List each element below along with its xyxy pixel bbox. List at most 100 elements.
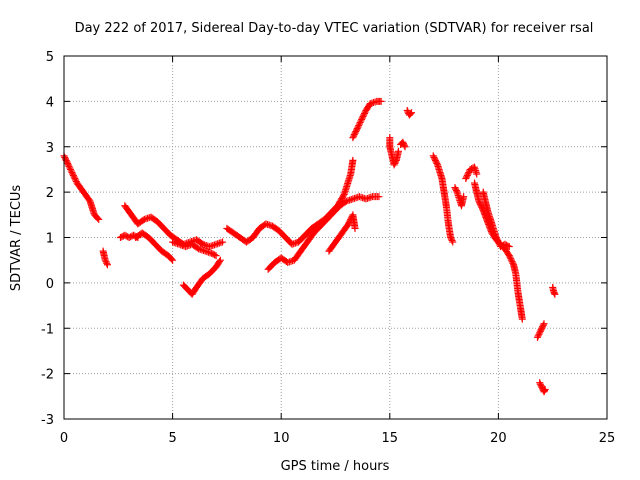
data-point [507, 255, 515, 263]
data-point [219, 238, 227, 246]
data-point [537, 382, 545, 390]
data-point [551, 290, 559, 298]
data-point [448, 237, 456, 245]
data-point [354, 123, 362, 131]
data-point [357, 117, 365, 125]
data-point [473, 170, 481, 178]
data-point [403, 106, 411, 114]
data-point [539, 323, 547, 331]
data-point [390, 161, 398, 169]
data-point [433, 159, 441, 167]
data-point [429, 152, 437, 160]
data-point [67, 165, 75, 173]
data-point [212, 252, 220, 260]
data-point [358, 116, 366, 124]
data-point [451, 184, 459, 192]
data-point [406, 110, 414, 118]
y-tick-label: 3 [46, 141, 54, 156]
data-point [449, 238, 457, 246]
data-point [494, 238, 502, 246]
y-tick-label: -2 [41, 368, 54, 383]
data-point [504, 242, 512, 250]
data-point [401, 143, 409, 151]
data-point [464, 170, 472, 178]
y-tick-label: 1 [46, 232, 54, 247]
data-point [350, 131, 358, 139]
data-point [169, 256, 177, 264]
data-point [539, 321, 547, 329]
data-point [537, 326, 545, 334]
data-point [355, 122, 363, 130]
y-tick-label: 4 [46, 95, 54, 110]
data-point [71, 175, 79, 183]
data-point [360, 111, 368, 119]
data-point [339, 192, 347, 200]
grid-lines [64, 56, 607, 419]
data-point [505, 252, 513, 260]
data-point [536, 327, 544, 335]
y-axis-label: SDTVAR / TECUs [9, 185, 24, 292]
y-tick-label: -1 [41, 322, 54, 337]
data-point [69, 170, 77, 178]
data-point [535, 330, 543, 338]
data-point [352, 126, 360, 134]
y-tick-label: 5 [46, 50, 54, 65]
data-point [536, 380, 544, 388]
data-point [476, 199, 484, 207]
data-point [432, 158, 440, 166]
axes-ticks: 0 5 10 15 20 25 -3 -2 -1 0 1 2 3 4 5 [41, 50, 615, 446]
data-point [506, 253, 514, 261]
data-point [359, 113, 367, 120]
data-point [534, 332, 542, 340]
data-point [102, 258, 110, 266]
data-point [507, 256, 515, 264]
data-point [452, 187, 460, 195]
data-point [463, 173, 471, 181]
data-point [351, 224, 359, 232]
data-point [492, 234, 500, 241]
data-point [70, 173, 78, 181]
data-point [61, 155, 69, 163]
data-point [377, 97, 385, 105]
data-point [399, 138, 407, 146]
data-point [431, 156, 439, 164]
data-point [355, 120, 363, 128]
data-point [358, 114, 366, 122]
data-point [505, 243, 513, 251]
data-point [94, 214, 102, 222]
data-point [67, 167, 75, 175]
data-point [168, 255, 176, 263]
y-tick-label: 2 [46, 186, 54, 201]
y-tick-label: 0 [46, 277, 54, 292]
data-point [61, 153, 69, 161]
data-point [465, 168, 473, 176]
data-point [351, 129, 359, 137]
data-point [475, 197, 483, 205]
data-point [509, 259, 517, 267]
data-point [391, 159, 399, 167]
data-point [95, 215, 103, 223]
data-point [508, 258, 516, 266]
data-point [68, 168, 76, 176]
data-point [103, 259, 111, 267]
data-point [518, 315, 526, 323]
data-point [536, 379, 544, 387]
data-point [353, 125, 361, 133]
data-point [538, 324, 546, 332]
data-point [64, 159, 72, 167]
data-point [493, 235, 501, 243]
data-point [66, 164, 74, 172]
x-tick-label: 5 [168, 431, 176, 446]
data-point [349, 156, 357, 164]
data-point [352, 128, 360, 136]
data-point [447, 234, 455, 241]
data-point [430, 153, 438, 161]
data-point [540, 320, 548, 328]
data-point [431, 155, 439, 163]
data-point [494, 237, 502, 245]
data-point [69, 171, 77, 179]
data-point [216, 258, 224, 266]
data-point [541, 386, 549, 394]
data-point [462, 175, 470, 183]
